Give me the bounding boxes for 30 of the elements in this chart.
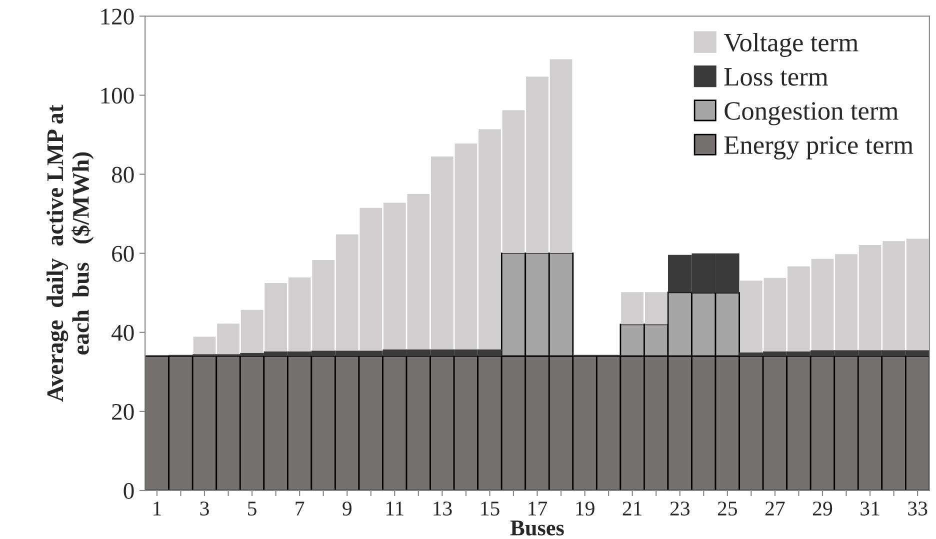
x-tick-label: 33 (908, 502, 928, 516)
x-axis-title: Buses (510, 520, 564, 536)
y-axis-title: Average daily active LMP at each bus ($/MWh) (46, 104, 94, 402)
x-tick-label: 27 (765, 502, 785, 516)
y-tick-label: 0 (124, 482, 134, 499)
x-tick-label: 11 (386, 502, 404, 516)
x-tick-label: 7 (296, 502, 304, 516)
y-tick-label: 60 (112, 246, 134, 262)
y-tick-label: 100 (101, 88, 134, 104)
x-tick-label: 13 (434, 502, 452, 516)
legend-label: Loss term (724, 68, 828, 86)
x-tick-label: 5 (248, 502, 256, 516)
x-tick-label: 19 (576, 502, 594, 516)
y-tick-label: 120 (101, 8, 134, 25)
x-tick-label: 15 (481, 502, 500, 516)
x-tick-label: 9 (342, 502, 352, 516)
y-tick-label: 80 (112, 166, 134, 183)
legend-label: Voltage term (724, 32, 858, 57)
x-tick-label: 23 (670, 502, 690, 516)
x-tick-label: 21 (622, 502, 642, 516)
x-tick-label: 3 (200, 502, 209, 516)
x-tick-label: 17 (528, 502, 548, 516)
y-tick-label: 20 (112, 404, 134, 420)
legend-label: Energy price term (724, 136, 914, 160)
x-tick-label: 25 (718, 502, 738, 516)
y-tick-label: 40 (112, 324, 134, 341)
x-tick-label: 1 (154, 502, 161, 516)
x-tick-label: 29 (812, 502, 832, 516)
x-tick-label: 31 (860, 502, 880, 516)
legend-label: Congestion term (724, 102, 898, 126)
